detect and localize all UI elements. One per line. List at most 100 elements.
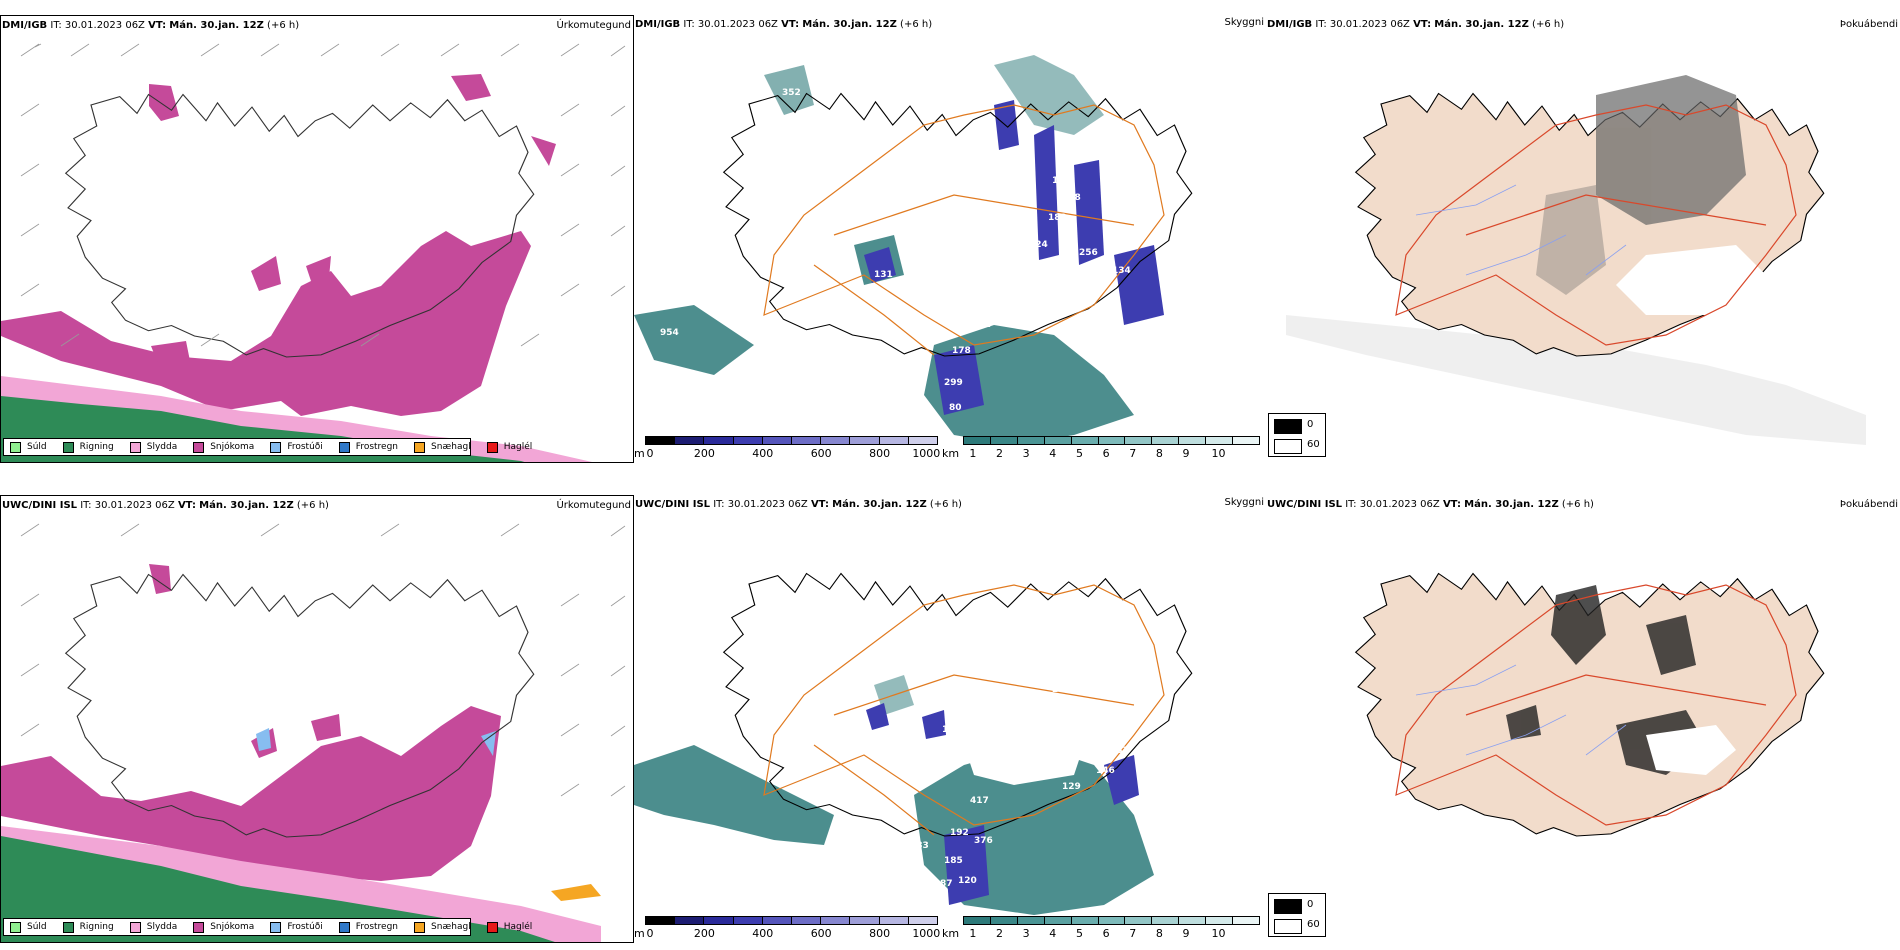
vis-value: 131 xyxy=(874,270,893,280)
visibility-map-dmi: 352 77 16 170 203 252 185 198 189 183 26… xyxy=(634,55,1193,445)
visibility-ticks: 1 2 3 4 5 6 7 8 9 10 xyxy=(969,447,1226,460)
legend-item: Snjókoma xyxy=(193,441,254,453)
vis-value: 203 xyxy=(990,171,1009,181)
legend-swatch xyxy=(129,441,141,453)
legend-swatch xyxy=(414,441,426,453)
vis-value: 299 xyxy=(944,378,963,388)
legend-item: Frostregn xyxy=(338,921,398,933)
legend-item: Súld xyxy=(10,441,47,453)
legend-swatch xyxy=(193,441,205,453)
product-title: Úrkomutegund xyxy=(556,500,631,511)
fog-legend: 0 60 xyxy=(1268,893,1326,937)
it-value: 30.01.2023 06Z xyxy=(697,19,778,30)
vt-value: Mán. 30.jan. 12Z xyxy=(1464,499,1559,510)
model-name: UWC/DINI ISL xyxy=(635,499,711,510)
precip-type-map-dmi xyxy=(1,43,626,462)
vis-value: 135 xyxy=(944,248,963,258)
vis-value: 352 xyxy=(782,88,801,98)
precip-legend: Súld Rigning Slydda Snjókoma Frostúði Fr… xyxy=(3,438,532,456)
model-name: DMI/IGB xyxy=(635,19,681,30)
vis-value: 185 xyxy=(1052,176,1071,186)
panel-header: DMI/IGB IT: 30.01.2023 06Z VT: Mán. 30.j… xyxy=(635,19,932,30)
lead-time: (+6 h) xyxy=(1532,19,1565,30)
vis-value: 268 xyxy=(984,223,1003,233)
panel-header: DMI/IGB IT: 30.01.2023 06Z VT: Mán. 30.j… xyxy=(2,20,299,31)
vis-value: 178 xyxy=(952,346,971,356)
visibility-panel-uwc: 131 137 101 200 181 146 529 129 417 192 … xyxy=(634,495,1266,943)
vt-label: VT: xyxy=(148,20,167,31)
legend-swatch xyxy=(338,441,350,453)
vis-value: 16 xyxy=(966,128,979,138)
product-title: Þokuábendi xyxy=(1839,499,1898,510)
visibility-values-dmi: 352 77 16 170 203 252 185 198 189 183 26… xyxy=(660,88,1131,413)
vt-label: VT: xyxy=(1413,19,1432,30)
product-title: Skyggni xyxy=(1224,17,1264,28)
legend-swatch xyxy=(486,921,498,933)
vis-value: 376 xyxy=(974,836,993,846)
visibility-colorbar xyxy=(963,436,1260,445)
fog-panel-uwc: UWC/DINI ISL IT: 30.01.2023 06Z VT: Mán.… xyxy=(1266,495,1900,943)
fog-legend-swatch xyxy=(1274,919,1302,934)
fog-legend-label: 60 xyxy=(1307,919,1320,930)
legend-item: Snæhagl xyxy=(414,921,471,933)
visibility-values-uwc: 131 137 101 200 181 146 529 129 417 192 … xyxy=(881,685,1129,889)
ceiling-colorbar xyxy=(645,916,939,925)
legend-item: Slydda xyxy=(129,441,177,453)
it-value: 30.01.2023 06Z xyxy=(1359,499,1440,510)
it-label: IT: xyxy=(683,19,695,30)
vis-value: 146 xyxy=(1096,766,1115,776)
vis-value: 120 xyxy=(958,876,977,886)
lead-time: (+6 h) xyxy=(296,500,329,511)
legend-item: Frostúði xyxy=(270,441,323,453)
vis-value: 129 xyxy=(1062,782,1081,792)
precip-type-panel-uwc: UWC/DINI ISL IT: 30.01.2023 06Z VT: Mán.… xyxy=(0,495,634,943)
vt-value: Mán. 30.jan. 12Z xyxy=(1434,19,1529,30)
vis-value: 529 xyxy=(1020,771,1039,781)
panel-header: UWC/DINI ISL IT: 30.01.2023 06Z VT: Mán.… xyxy=(2,500,329,511)
model-name: DMI/IGB xyxy=(2,20,48,31)
precip-type-map-uwc xyxy=(1,523,626,942)
panel-header: UWC/DINI ISL IT: 30.01.2023 06Z VT: Mán.… xyxy=(1267,499,1594,510)
vis-value: 198 xyxy=(1062,193,1081,203)
vis-value: 181 xyxy=(1110,746,1129,756)
vt-label: VT: xyxy=(177,500,196,511)
it-value: 30.01.2023 06Z xyxy=(94,500,175,511)
product-title: Úrkomutegund xyxy=(556,20,631,31)
it-label: IT: xyxy=(50,20,62,31)
legend-swatch xyxy=(10,921,21,933)
legend-swatch xyxy=(62,441,74,453)
legend-swatch xyxy=(338,921,350,933)
vis-value: 271 xyxy=(972,320,991,330)
it-value: 30.01.2023 06Z xyxy=(64,20,145,31)
vis-value: 214 xyxy=(908,866,927,876)
legend-item: Rigning xyxy=(62,441,114,453)
legend-item: Haglél xyxy=(486,441,532,453)
vis-value: 267 xyxy=(1044,281,1063,291)
legend-item: Slydda xyxy=(129,921,177,933)
legend-swatch xyxy=(486,441,498,453)
ceiling-colorbar xyxy=(645,436,939,445)
vis-value: 207 xyxy=(1020,295,1039,305)
product-title: Þokuábendi xyxy=(1839,19,1898,30)
fog-legend-label: 0 xyxy=(1307,419,1314,430)
vis-value: 863 xyxy=(806,342,825,352)
legend-item: Súld xyxy=(10,921,47,933)
vt-value: Mán. 30.jan. 12Z xyxy=(169,20,264,31)
vt-value: Mán. 30.jan. 12Z xyxy=(199,500,294,511)
panel-header: DMI/IGB IT: 30.01.2023 06Z VT: Mán. 30.j… xyxy=(1267,19,1564,30)
legend-item: Frostúði xyxy=(270,921,323,933)
ceiling-unit: m xyxy=(634,927,645,940)
model-name: DMI/IGB xyxy=(1267,19,1313,30)
vis-value: 77 xyxy=(752,128,765,138)
fog-legend: 0 60 xyxy=(1268,413,1326,457)
vis-value: 256 xyxy=(1079,248,1098,258)
it-value: 30.01.2023 06Z xyxy=(727,499,808,510)
vis-value: 170 xyxy=(944,153,963,163)
ceiling-ticks: 0 200 400 600 800 1000 xyxy=(646,927,941,940)
vis-value: 134 xyxy=(1112,266,1131,276)
vis-value: 124 xyxy=(1029,240,1048,250)
vt-label: VT: xyxy=(1442,499,1461,510)
vis-value: 185 xyxy=(944,856,963,866)
vis-value: 98 xyxy=(1066,305,1079,315)
it-value: 30.01.2023 06Z xyxy=(1329,19,1410,30)
